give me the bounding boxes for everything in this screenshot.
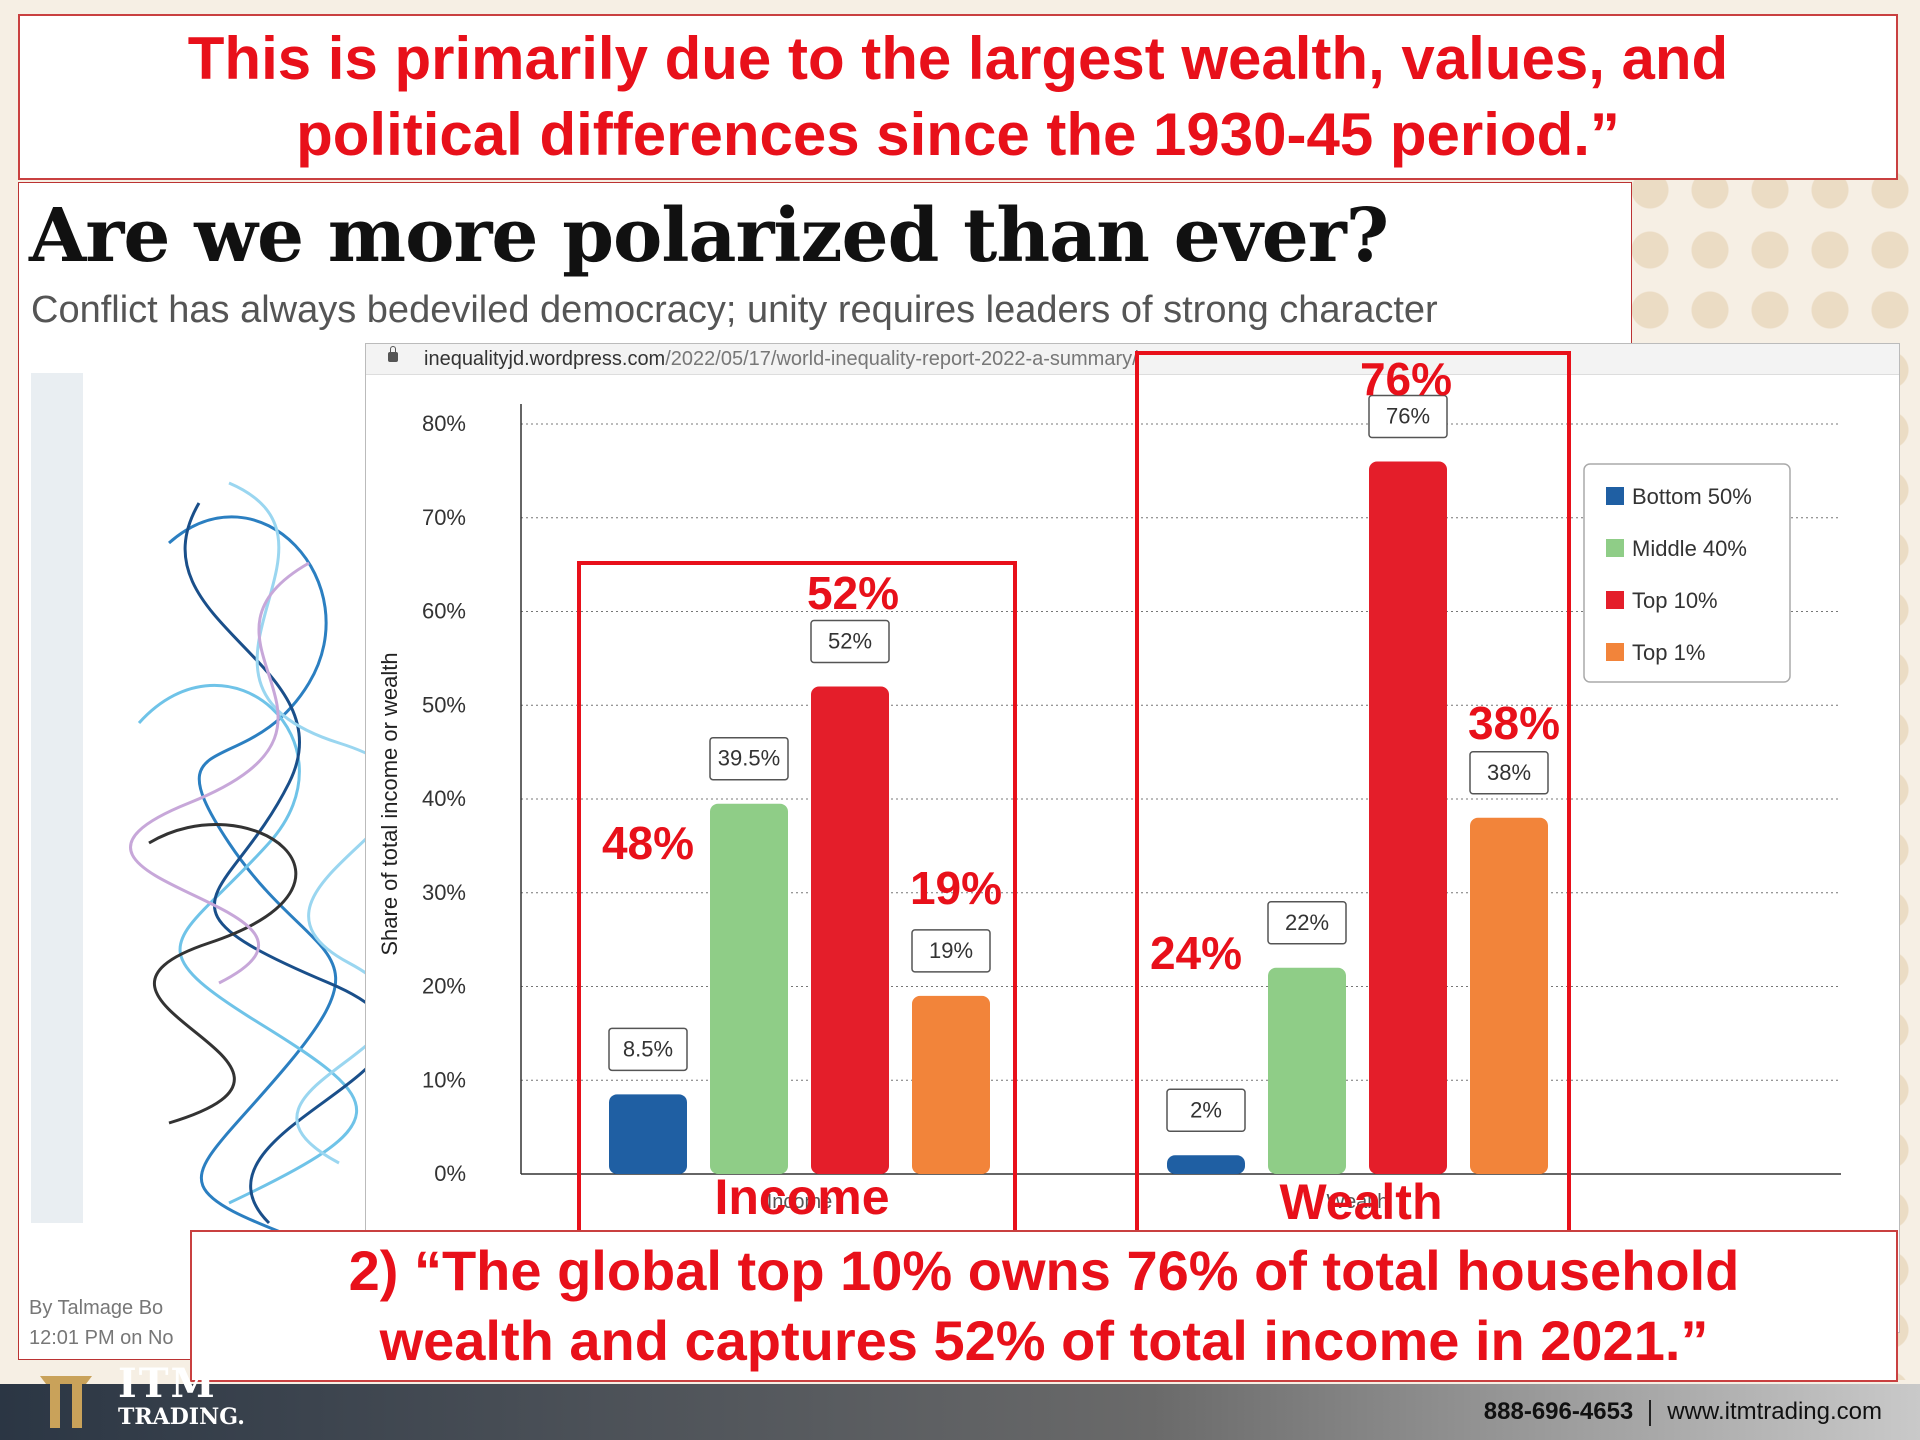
bar [1470, 817, 1548, 1174]
data-label-box [1469, 751, 1549, 795]
legend-label: Top 1% [1632, 640, 1705, 665]
bar [609, 1094, 687, 1174]
income-highlight-box [577, 561, 1017, 1241]
data-label-box [810, 619, 890, 664]
income-box-label: Income [714, 1169, 889, 1225]
byline-author: By Talmage Bo [29, 1297, 164, 1319]
bottom-quote-banner: 2) “The global top 10% owns 76% of total… [190, 1230, 1898, 1382]
lock-icon [388, 346, 398, 362]
y-tick-label: 20% [422, 974, 466, 999]
legend-label: Middle 40% [1632, 536, 1747, 561]
legend-label: Bottom 50% [1632, 484, 1752, 509]
browser-url-bar: inequalityjd.wordpress.com/2022/05/17/wo… [366, 344, 1899, 375]
data-label: 76% [1386, 404, 1430, 429]
inequality-bar-chart: 0% 10% 20% 30% 40% 50% 60% 70% 80% Share of total… [377, 353, 1841, 1230]
y-tick-label: 10% [422, 1067, 466, 1092]
data-label: 38% [1487, 760, 1531, 785]
annotation-wealth-bottom: 24% [1150, 927, 1242, 979]
bottom-quote-line-1: 2) “The global top 10% owns 76% of total… [348, 1239, 1740, 1302]
bar [811, 686, 889, 1174]
data-label-box [1267, 901, 1347, 945]
annotation-wealth-top1: 38% [1468, 697, 1560, 749]
x-category-label: Wealth [1327, 1191, 1389, 1213]
article-side-strip [31, 373, 83, 1223]
annotation-income-top1: 19% [910, 862, 1002, 914]
contact-divider [1649, 1399, 1652, 1426]
browser-url: inequalityjd.wordpress.com/2022/05/17/wo… [424, 348, 1138, 371]
footer-bar [0, 1384, 1920, 1440]
top-quote-line-1: This is primarily due to the largest wea… [187, 25, 1729, 92]
legend-label: Top 10% [1632, 588, 1718, 613]
footer-contact: 888-696-4653 www.itmtrading.com [1484, 1398, 1882, 1426]
data-label: 19% [929, 938, 973, 963]
y-tick-label: 60% [422, 599, 466, 624]
top-quote-line-2: political differences since the 1930-45 … [296, 101, 1620, 168]
article-title: Are we more polarized than ever? [29, 193, 1389, 279]
y-tick-label: 40% [422, 786, 466, 811]
logo-subtext: TRADING. [118, 1404, 245, 1430]
legend-swatch [1606, 643, 1624, 661]
abstract-art-image [129, 481, 402, 1245]
logo-text: ITM [118, 1360, 217, 1407]
y-axis-label: Share of total income or wealth [377, 652, 402, 955]
data-label-box [709, 736, 789, 781]
phone-number[interactable]: 888-696-4653 [1483, 1398, 1634, 1425]
article-byline: By Talmage Bo 12:01 PM on No [29, 1293, 174, 1353]
x-category-label: Income [767, 1191, 833, 1213]
bar [1369, 461, 1447, 1174]
y-tick-label: 70% [422, 505, 466, 530]
data-label-box [608, 1027, 688, 1072]
wealth-highlight-box [1135, 351, 1571, 1241]
bar [1268, 967, 1346, 1174]
legend-box [1583, 463, 1791, 683]
bar [710, 803, 788, 1174]
legend-swatch [1606, 591, 1624, 609]
bar [1167, 1155, 1245, 1174]
annotation-income-top10: 52% [807, 567, 899, 619]
data-label: 2% [1190, 1097, 1222, 1122]
data-label: 22% [1285, 910, 1329, 935]
bottom-quote-line-2: wealth and captures 52% of total income … [379, 1309, 1709, 1372]
url-host: inequalityjd.wordpress.com [424, 348, 666, 370]
y-tick-label: 30% [422, 880, 466, 905]
website-link[interactable]: www.itmtrading.com [1667, 1398, 1882, 1425]
wealth-box-label: Wealth [1280, 1174, 1443, 1230]
data-label: 39.5% [718, 746, 780, 771]
data-label-box [911, 929, 991, 973]
itm-logo-icon [40, 1376, 92, 1428]
article-subtitle: Conflict has always bedeviled democracy;… [31, 289, 1438, 331]
bar [912, 995, 990, 1174]
legend-swatch [1606, 487, 1624, 505]
url-path: /2022/05/17/world-inequality-report-2022… [665, 348, 1138, 370]
top-quote-banner: This is primarily due to the largest wea… [18, 14, 1898, 180]
y-tick-label: 0% [434, 1161, 466, 1186]
legend-swatch [1606, 539, 1624, 557]
data-label: 52% [828, 629, 872, 654]
annotation-wealth-top10: 76% [1360, 353, 1452, 405]
byline-time: 12:01 PM on No [29, 1327, 174, 1349]
data-label-box [1166, 1088, 1246, 1132]
data-label: 8.5% [623, 1036, 673, 1061]
data-label-box [1368, 394, 1448, 439]
y-tick-label: 50% [422, 692, 466, 717]
y-tick-label: 80% [422, 411, 466, 436]
annotation-income-bottom: 48% [602, 817, 694, 869]
chart-screenshot: inequalityjd.wordpress.com/2022/05/17/wo… [365, 343, 1900, 1333]
